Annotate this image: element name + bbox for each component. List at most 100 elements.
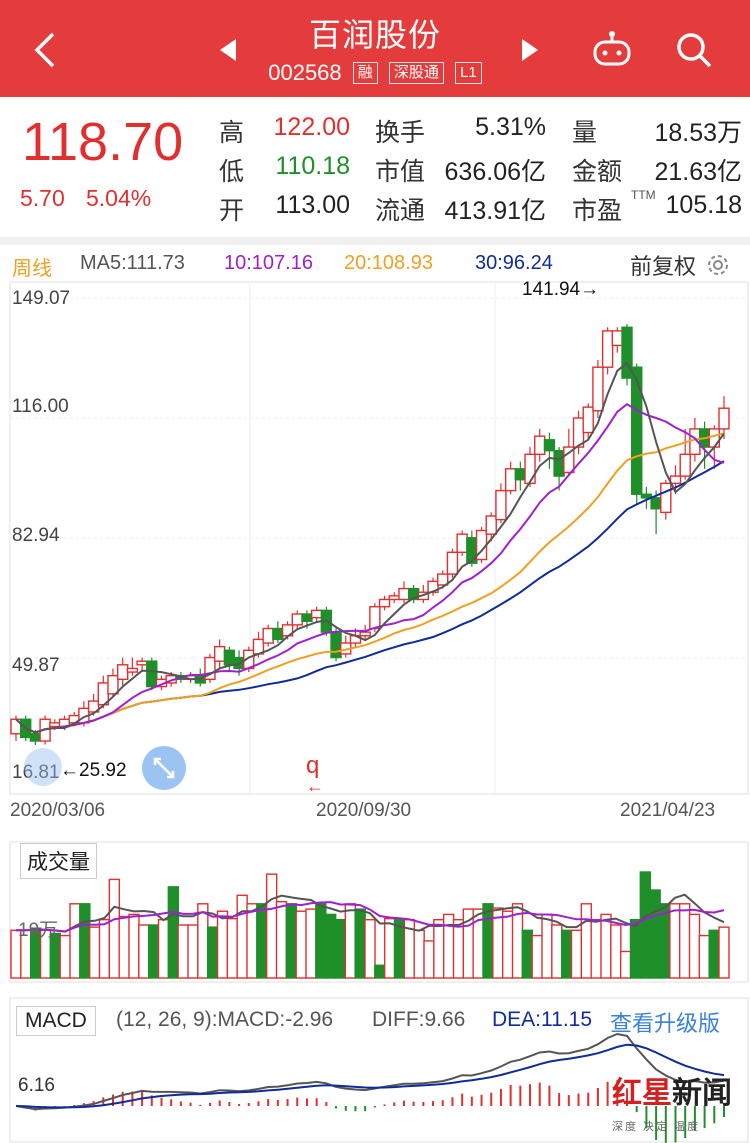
volume-bar <box>187 924 199 979</box>
volume-bar <box>69 903 81 979</box>
next-stock-icon <box>522 39 538 61</box>
tag-level: L1 <box>455 62 482 84</box>
volume-chart[interactable] <box>0 836 750 986</box>
volume-bar <box>669 903 681 979</box>
ma10-value: 10:107.16 <box>224 252 313 274</box>
back-button[interactable] <box>24 28 68 72</box>
candle <box>466 537 478 564</box>
candle <box>718 407 730 430</box>
candle <box>504 468 517 492</box>
adjust-selector[interactable]: 前复权 <box>630 254 697 279</box>
date-mid: 2020/09/30 <box>316 800 412 821</box>
volume-bar <box>639 871 652 979</box>
stat-label-volume: 量 <box>572 119 598 147</box>
tag-margin: 融 <box>352 62 378 84</box>
stat-value-turnover: 5.31% <box>475 113 546 141</box>
candle <box>650 497 662 510</box>
volume-bar <box>197 903 209 979</box>
stat-value-market-cap: 636.06亿 <box>444 158 546 186</box>
volume-bar <box>570 929 583 979</box>
center-marker: q ← <box>306 752 324 797</box>
macd-chart[interactable] <box>0 996 750 1143</box>
volume-bar <box>610 924 622 979</box>
next-stock-button[interactable] <box>508 28 552 72</box>
candle <box>563 446 575 474</box>
stat-value-high: 122.00 <box>273 113 350 141</box>
volume-title: 成交量 <box>20 843 97 879</box>
stat-label-high: 高 <box>219 119 245 147</box>
macd-frame <box>9 997 749 1143</box>
settings-gear-icon[interactable] <box>706 253 730 277</box>
stat-label-turnover: 换手 <box>375 119 426 147</box>
candle <box>398 587 410 601</box>
candle <box>136 660 148 666</box>
ma5-value: MA5:111.73 <box>80 252 185 274</box>
stock-code: 002568 <box>268 60 342 85</box>
volume-bar <box>413 929 425 979</box>
price-change-pct: 5.04% <box>86 185 152 211</box>
search-button[interactable] <box>672 28 716 72</box>
center-marker-text: q <box>306 752 320 779</box>
y-tick-82: 82.94 <box>12 525 60 546</box>
stock-name: 百润股份 <box>308 17 441 53</box>
volume-bar <box>649 889 661 979</box>
robot-button[interactable] <box>590 28 634 72</box>
ma20-line <box>15 432 725 734</box>
stat-value-float-cap: 413.91亿 <box>444 197 546 225</box>
volume-bar <box>59 934 71 979</box>
candle <box>378 598 391 608</box>
search-icon <box>677 33 712 68</box>
volume-ma10-line <box>16 901 725 933</box>
back-arrow-icon <box>34 32 55 68</box>
volume-bar <box>374 964 386 979</box>
volume-bar <box>138 924 150 979</box>
upgrade-link[interactable]: 查看升级版 <box>610 1011 721 1036</box>
y-tick-116: 116.00 <box>12 396 69 417</box>
volume-bar <box>226 917 239 979</box>
volume-bar <box>344 903 357 979</box>
candle <box>514 468 527 481</box>
volume-bar <box>688 913 701 979</box>
fullscreen-button[interactable] <box>142 746 186 790</box>
candle <box>359 631 371 637</box>
candle <box>592 366 604 412</box>
volume-bar <box>98 918 111 979</box>
candle <box>669 475 682 485</box>
volume-bar <box>157 918 170 979</box>
candle <box>640 493 653 499</box>
stat-label-pe: 市盈 <box>572 197 623 225</box>
candle <box>601 330 614 368</box>
drag-handle[interactable] <box>24 748 62 786</box>
volume-bar <box>551 924 563 979</box>
volume-bar <box>305 908 317 979</box>
volume-bar <box>629 918 642 979</box>
stat-value-amount: 21.63亿 <box>654 158 742 186</box>
volume-bar <box>88 926 101 979</box>
volume-bar <box>216 910 229 979</box>
y-tick-16: 16.81 <box>12 762 60 783</box>
volume-bar <box>334 918 347 979</box>
prev-stock-button[interactable] <box>206 28 250 72</box>
candle <box>49 722 61 728</box>
volume-bar <box>108 878 121 979</box>
y-tick-149: 149.07 <box>12 288 71 309</box>
volume-bar <box>177 924 189 979</box>
macd-dea: DEA:11.15 <box>492 1008 593 1031</box>
stat-value-pe: 105.18 <box>665 191 742 219</box>
period-selector[interactable]: 周线 <box>12 258 52 280</box>
volume-bar <box>295 910 307 979</box>
volume-bar <box>206 926 219 979</box>
volume-bar <box>600 913 612 979</box>
macd-diff: DIFF:9.66 <box>372 1008 466 1031</box>
volume-bar <box>256 903 268 979</box>
volume-bar <box>324 913 337 979</box>
max-price-label: 141.94→ <box>522 279 600 300</box>
candle <box>582 406 594 434</box>
volume-bar <box>678 903 691 979</box>
kline-chart[interactable] <box>0 280 750 800</box>
ma-legend: 周线 MA5:111.73 10:107.16 20:108.93 30:96.… <box>0 246 750 280</box>
volume-bar <box>560 929 573 979</box>
macd-axis-label: 6.16 <box>18 1075 55 1096</box>
stat-label-market-cap: 市值 <box>375 158 426 186</box>
candle <box>291 613 303 626</box>
